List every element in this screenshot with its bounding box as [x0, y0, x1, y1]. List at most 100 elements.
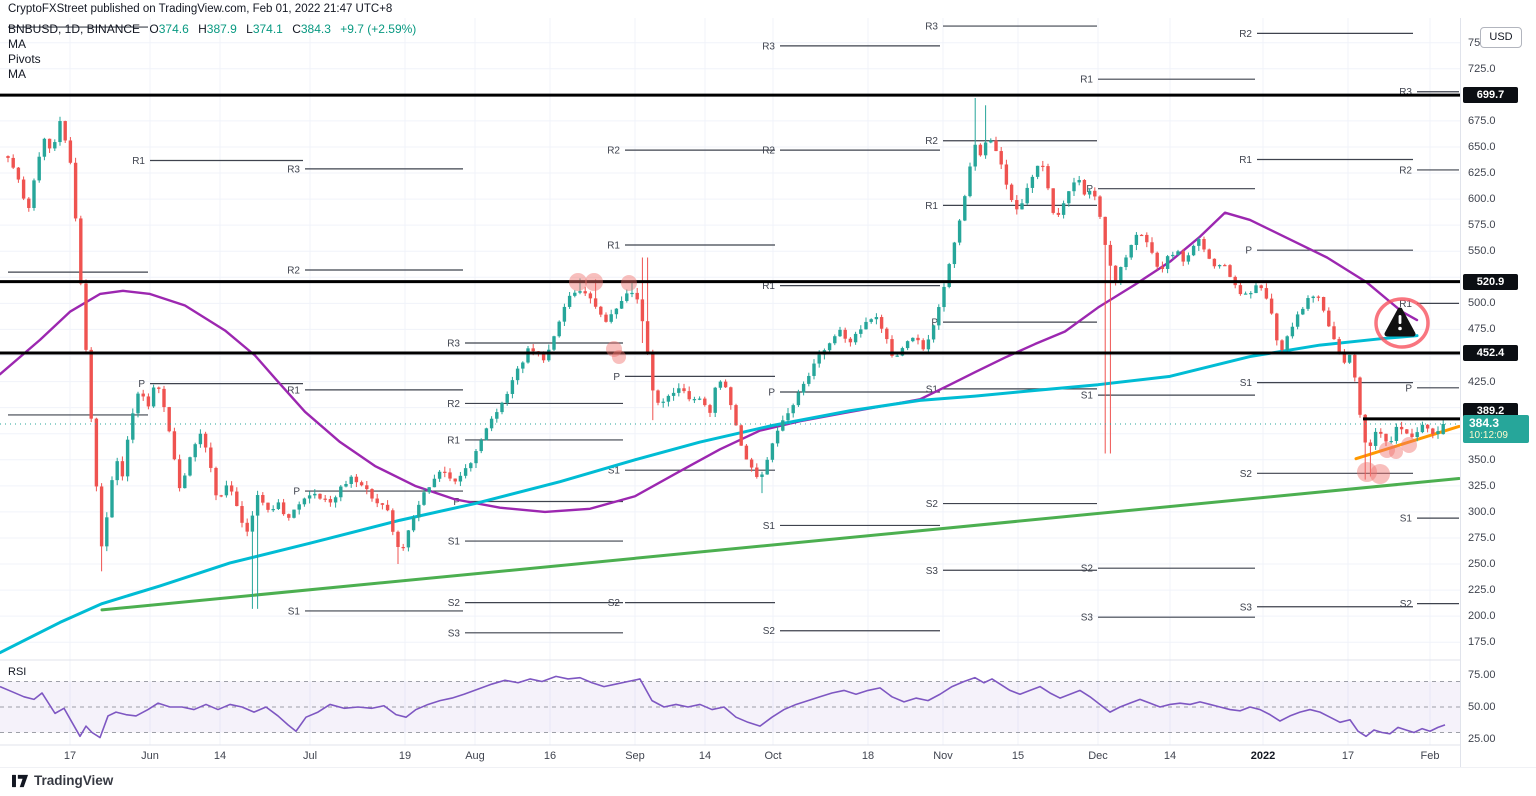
pivot-label-dec-s3: S3 — [1081, 613, 1094, 624]
price-axis-label: 550.0 — [1468, 245, 1496, 258]
price-axis-label: 250.0 — [1468, 558, 1496, 571]
price-axis-label: 200.0 — [1468, 610, 1496, 623]
price-axis-label: 300.0 — [1468, 505, 1496, 518]
pivot-label-aug-s3: S3 — [448, 628, 461, 639]
time-axis-label: Dec — [1088, 750, 1108, 762]
price-axis-label: 425.0 — [1468, 375, 1496, 388]
rsi-pane-title[interactable]: RSI — [8, 666, 27, 678]
indicator-row-ma2[interactable]: MA — [8, 67, 26, 81]
pivot-label-nov-s1: S1 — [926, 384, 939, 395]
pivot-label-oct-r1: R1 — [762, 281, 775, 292]
pivot-label-oct-r2: R2 — [762, 146, 775, 157]
indicator-row-pivots[interactable]: Pivots — [8, 52, 41, 66]
pivot-label-oct-p: P — [768, 387, 775, 398]
pivot-label-jan-s2: S2 — [1240, 469, 1253, 480]
pivot-label-oct-s2: S2 — [763, 626, 776, 637]
rsi-axis-label: 75.00 — [1468, 669, 1496, 682]
pivot-label-nov-r2: R2 — [925, 136, 938, 147]
price-axis-label: 175.0 — [1468, 636, 1496, 649]
rsi-axis-label: 50.00 — [1468, 701, 1496, 713]
time-axis-label: Aug — [465, 750, 485, 762]
tradingview-brand-link[interactable]: TradingView — [12, 772, 113, 789]
time-axis-label: 17 — [63, 750, 77, 762]
pivot-label-jul-s1: S1 — [288, 606, 301, 617]
pivot-label-jul-r2: R2 — [287, 266, 300, 277]
rsi-line — [0, 675, 1446, 739]
legend-symbol-row[interactable]: BNBUSD, 1D, BINANCE O374.6 H387.9 L374.1… — [8, 22, 416, 37]
open-label: O — [149, 22, 159, 36]
pivot-label-aug-s1: S1 — [448, 537, 461, 548]
long-support-trendline[interactable] — [100, 477, 1461, 612]
pivot-label-feb-r2: R2 — [1399, 165, 1412, 176]
time-axis-label: 2022 — [1250, 750, 1276, 762]
pivot-label-feb-s1: S1 — [1400, 514, 1413, 525]
time-axis-label: 14 — [698, 750, 712, 762]
bar-countdown: 10:12:09 — [1469, 430, 1508, 441]
price-level-badge: 452.4 — [1463, 344, 1518, 361]
ma-slow-cyan-line — [0, 334, 1419, 655]
grid-lines — [0, 18, 1460, 745]
time-axis[interactable]: 17 Jun 14 Jul 19 Aug 16 Sep 14 Oct 18 Nov 15 Dec 14 202… — [0, 746, 1460, 767]
price-axis-label: 350.0 — [1468, 453, 1496, 466]
pivot-label-oct-s1: S1 — [763, 521, 776, 532]
pivot-label-aug-p: P — [453, 497, 460, 508]
pivot-label-aug-s2: S2 — [448, 598, 461, 609]
pivot-label-jun-r1: R1 — [132, 156, 145, 167]
price-axis-label: 600.0 — [1468, 193, 1496, 206]
pivot-label-jul-p: P — [293, 487, 300, 498]
time-axis-label: 15 — [1011, 750, 1025, 762]
price-level-badge: 699.7 — [1463, 87, 1518, 104]
change-value: +9.7 (+2.59%) — [340, 22, 417, 36]
ma-fast-purple-line — [0, 211, 1419, 514]
currency-toggle-button[interactable]: USD — [1480, 27, 1522, 48]
time-axis-label: 18 — [861, 750, 875, 762]
price-axis-label: 625.0 — [1468, 167, 1496, 180]
price-level-badge: 520.9 — [1463, 273, 1518, 290]
close-value: 384.3 — [300, 22, 331, 36]
pivot-label-aug-r2: R2 — [447, 399, 460, 410]
low-label: L — [246, 22, 253, 36]
pivot-label-feb-r3: R3 — [1399, 87, 1412, 98]
pivot-label-sep-r2: R2 — [607, 146, 620, 157]
pivot-label-aug-r1: R1 — [447, 435, 460, 446]
time-axis-label: 17 — [1341, 750, 1355, 762]
price-axis-label: 325.0 — [1468, 479, 1496, 492]
chart-legend: BNBUSD, 1D, BINANCE O374.6 H387.9 L374.1… — [8, 22, 416, 82]
pivot-label-dec-r1: R1 — [1080, 75, 1093, 86]
high-value: 387.9 — [206, 22, 237, 36]
footer-bar: TradingView — [0, 768, 1536, 796]
pivot-label-nov-r3: R3 — [925, 22, 938, 33]
pivot-label-nov-p: P — [931, 318, 938, 329]
pivot-label-oct-r3: R3 — [762, 41, 775, 52]
high-label: H — [198, 22, 207, 36]
pivot-label-jan-r1: R1 — [1239, 155, 1252, 166]
tradingview-brand-text: TradingView — [34, 773, 114, 788]
price-axis-label: 500.0 — [1468, 297, 1496, 310]
open-value: 374.6 — [158, 22, 189, 36]
pivot-label-jul-r1: R1 — [287, 385, 300, 396]
pivot-label-jan-s3: S3 — [1240, 602, 1253, 613]
pivot-label-jan-p: P — [1245, 246, 1252, 257]
price-axis-label: 675.0 — [1468, 114, 1496, 127]
time-axis-label: 14 — [213, 750, 227, 762]
price-level-badge: 389.2 — [1463, 402, 1518, 419]
pivot-label-jun-p: P — [138, 379, 145, 390]
indicator-row-ma1[interactable]: MA — [8, 37, 26, 51]
pivot-label-nov-s2: S2 — [926, 499, 939, 510]
pivot-label-jul-r3: R3 — [287, 164, 300, 175]
highlight-circles — [569, 273, 1417, 484]
pivot-label-nov-r1: R1 — [925, 201, 938, 212]
pivot-levels: R1 P R3 R2 R1 P S1 R3 R2 R1 P S1 S2 S3 R2 R1 P S1 S2 R3 R2 R1… — [8, 22, 1459, 639]
price-axis[interactable]: 750.0725.0675.0650.0625.0600.0575.0550.0… — [1460, 18, 1536, 767]
pivot-label-jan-s1: S1 — [1240, 378, 1253, 389]
current-price-badge: 384.3 10:12:09 — [1463, 415, 1529, 443]
time-axis-label: 16 — [543, 750, 557, 762]
time-axis-label: Sep — [625, 750, 645, 762]
price-axis-label: 475.0 — [1468, 323, 1496, 336]
pivot-label-feb-r1: R1 — [1399, 299, 1412, 310]
time-axis-label: Oct — [764, 750, 782, 762]
pivot-label-dec-s2: S2 — [1081, 564, 1094, 575]
time-axis-label: Nov — [933, 750, 953, 762]
warning-annotation — [1374, 297, 1430, 349]
